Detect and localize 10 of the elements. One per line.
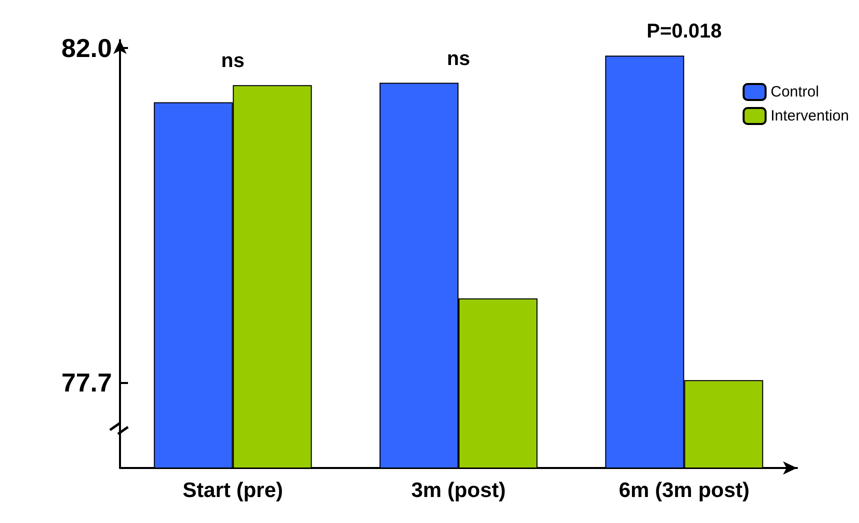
legend-label: Control [770,84,819,100]
annotation: ns [446,48,470,70]
annotation: P=0.018 [646,20,722,43]
x-tick-label: 6m (3m post) [618,479,750,502]
x-tick-label: 3m (post) [411,479,506,502]
annotation: ns [221,50,245,72]
x-tick-label: Start (pre) [182,479,284,502]
legend-label: Intervention [770,108,850,124]
y-tick-label: 82.0 [61,32,112,63]
y-tick-label: 77.7 [61,367,112,398]
